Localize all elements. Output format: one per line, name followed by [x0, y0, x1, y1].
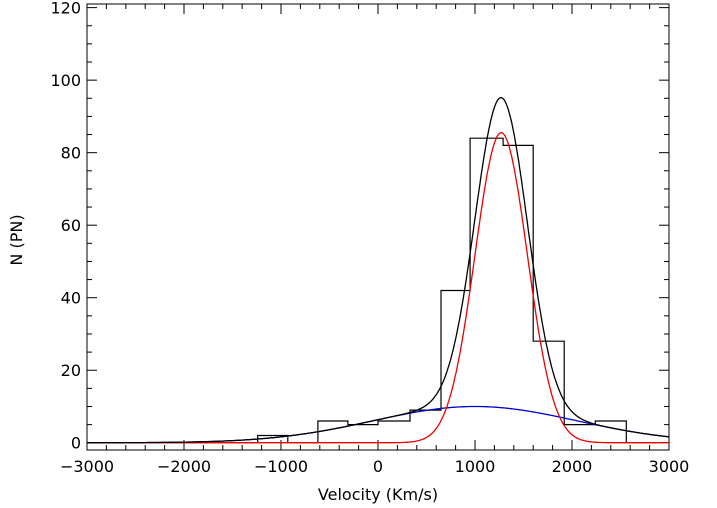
histogram-bin [470, 138, 503, 443]
y-tick-label: 80 [61, 144, 81, 163]
y-tick-label: 60 [61, 216, 81, 235]
y-tick-labels: 0 20 40 60 80 100 120 [50, 0, 81, 453]
x-tick-label: 1000 [455, 457, 496, 476]
histogram-bin [348, 425, 378, 443]
histogram-bin [441, 290, 470, 442]
x-tick-label: 2000 [552, 457, 593, 476]
x-axis-title: Velocity (Km/s) [318, 485, 438, 504]
histogram-bin [595, 421, 626, 443]
plot-frame [86, 3, 670, 451]
x-tick-labels: −3000 −2000 −1000 0 1000 2000 3000 [60, 457, 689, 476]
axis-ticks [86, 4, 670, 450]
y-tick-label: 20 [61, 361, 81, 380]
y-tick-label: 0 [71, 434, 81, 453]
black-fit-curve [87, 96, 670, 444]
y-tick-label: 120 [50, 0, 81, 18]
x-tick-label: −1000 [254, 457, 308, 476]
x-tick-label: 3000 [649, 457, 690, 476]
histogram-bin [318, 421, 348, 443]
x-tick-label: 0 [373, 457, 383, 476]
x-tick-label: −2000 [157, 457, 211, 476]
histogram-bin [378, 421, 410, 443]
y-tick-label: 100 [50, 71, 81, 90]
histogram-bin [564, 425, 595, 443]
y-axis-title: N (PN) [7, 214, 26, 265]
y-tick-label: 40 [61, 289, 81, 308]
fit-curves [87, 96, 670, 444]
x-tick-label: −3000 [60, 457, 114, 476]
